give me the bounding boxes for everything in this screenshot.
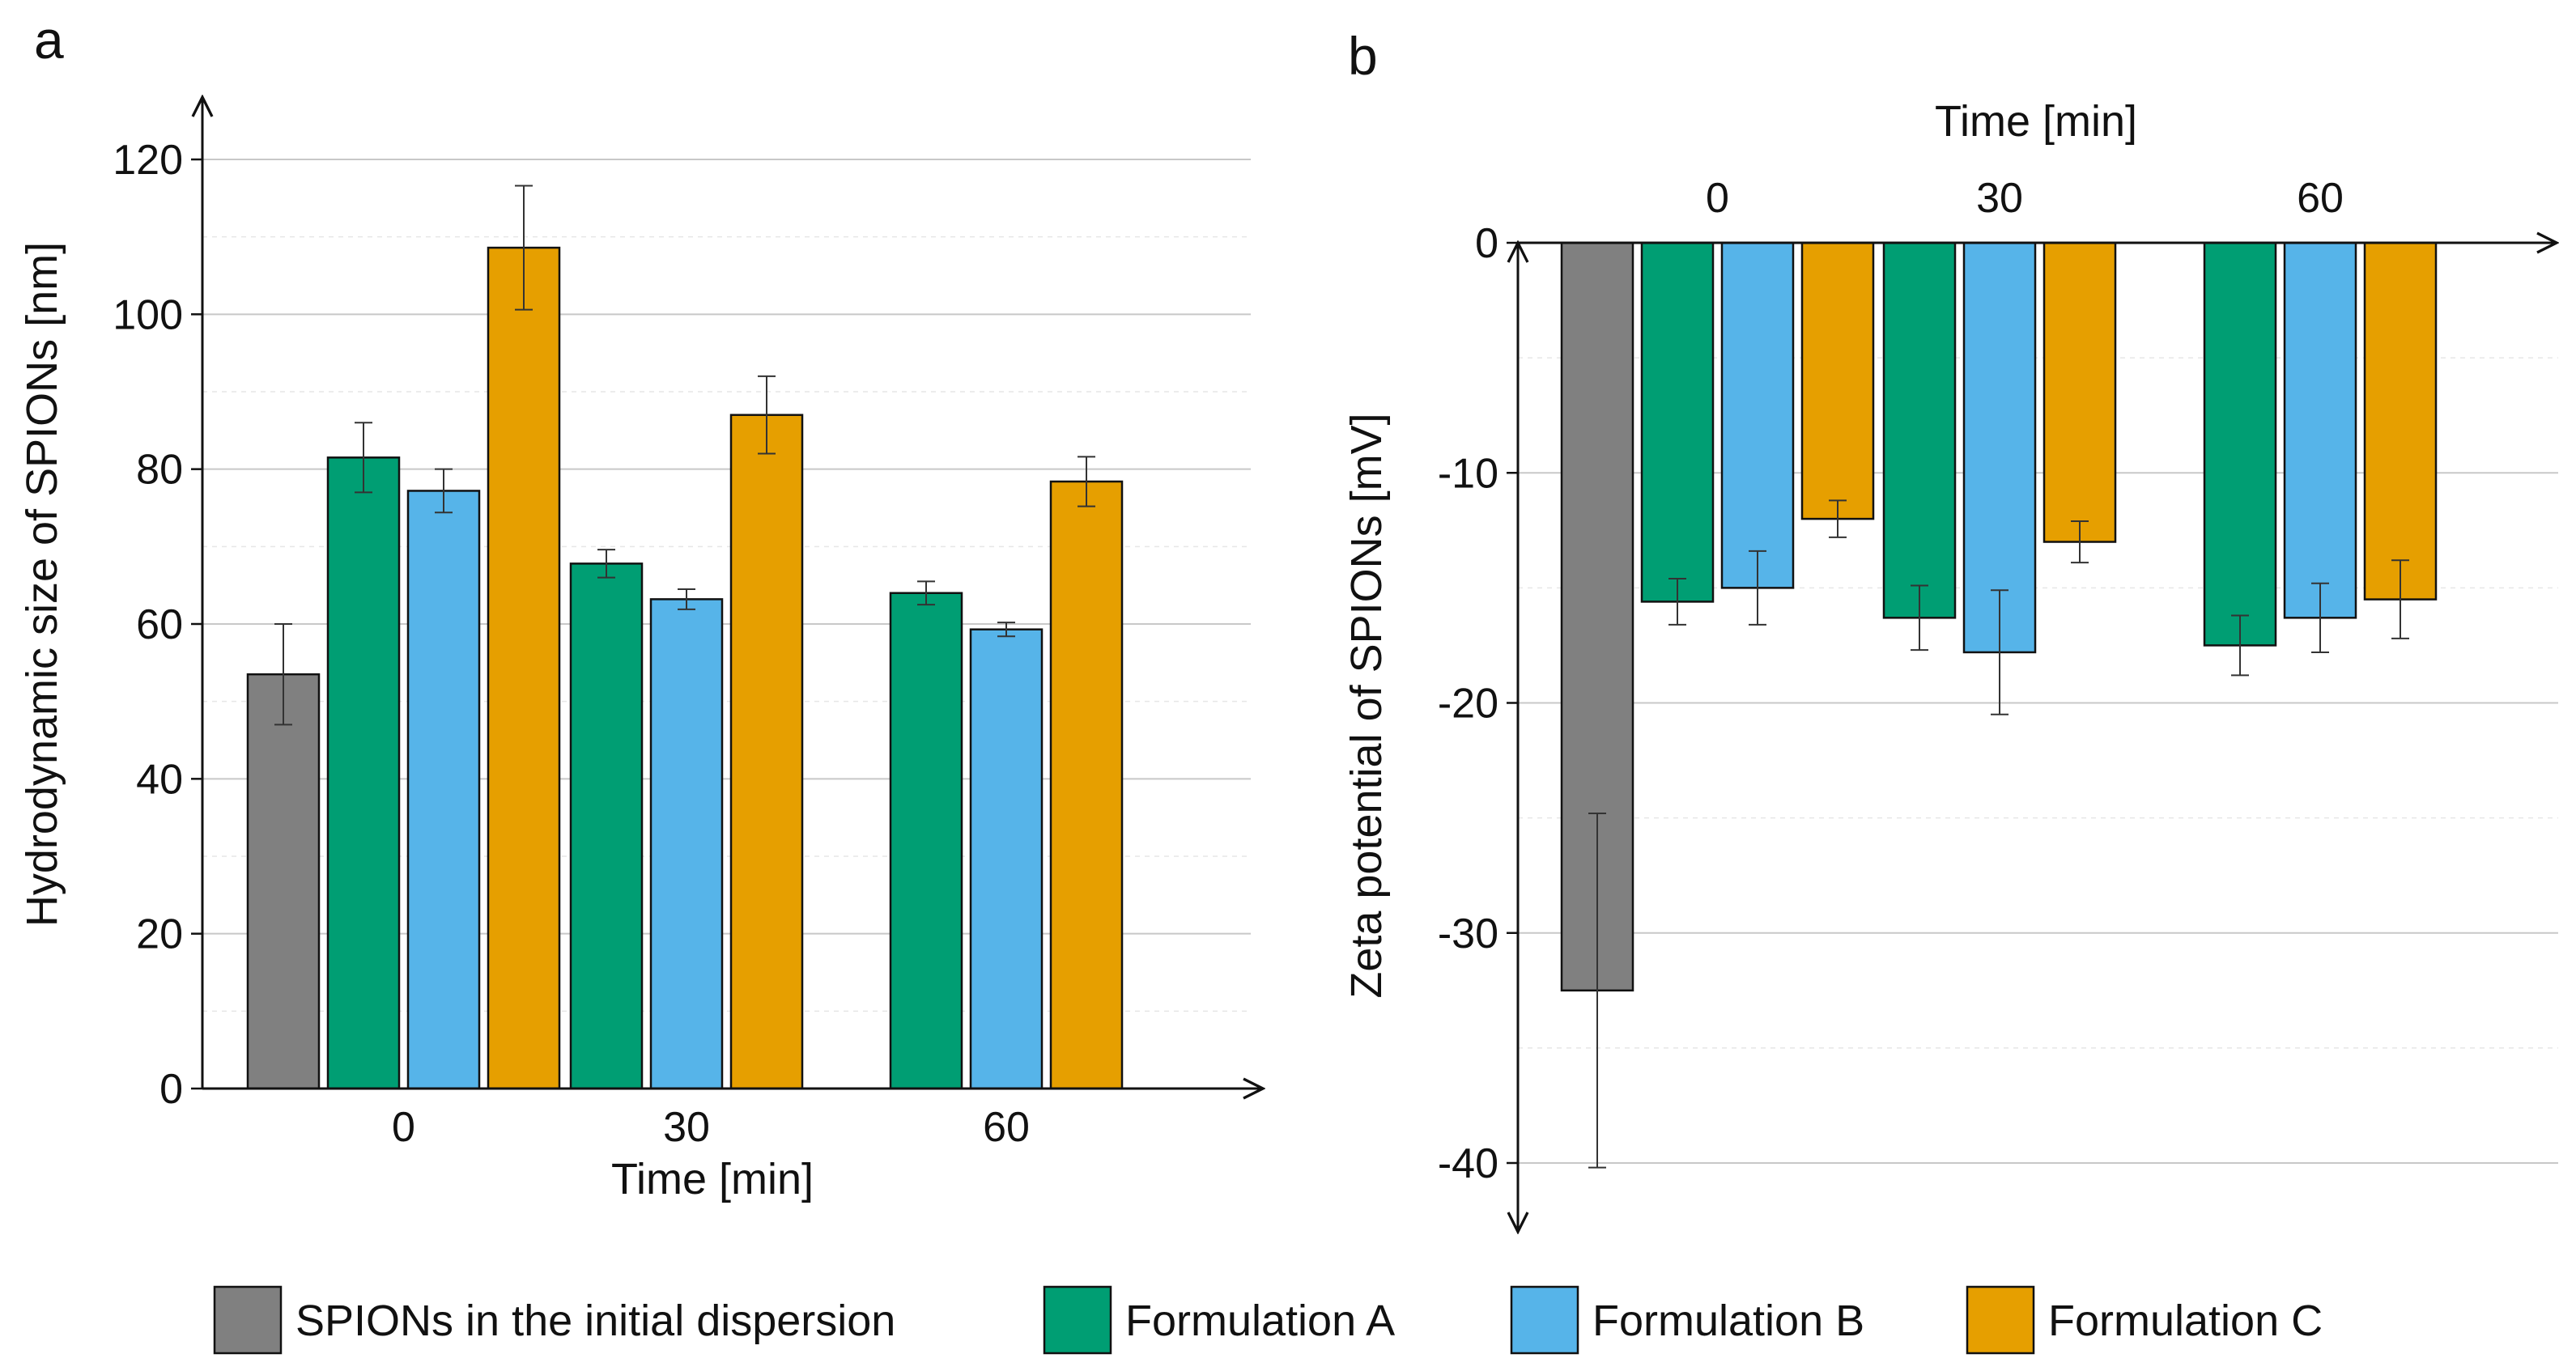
legend-swatch-formulation-c xyxy=(1966,1285,2035,1355)
bar-a-formulation-b-30 xyxy=(649,598,724,1090)
x-axis-title-a: Time [min] xyxy=(611,1155,814,1203)
x-tick-labels-b: 0 30 60 xyxy=(1706,175,2344,222)
y-tick-label-b-4: -40 xyxy=(1438,1140,1498,1187)
bar-a-formulation-a-0 xyxy=(326,456,401,1090)
y-tick-label-b-3: -30 xyxy=(1438,910,1498,957)
legend-item-formulation-b: Formulation B xyxy=(1510,1285,1864,1355)
bar-b-formulation-c-60 xyxy=(2363,241,2438,601)
legend-swatch-formulation-b xyxy=(1510,1285,1579,1355)
y-tick-label-a-3: 60 xyxy=(136,601,183,648)
bar-a-formulation-b-0 xyxy=(406,490,481,1090)
x-tick-label-a-0: 0 xyxy=(392,1104,415,1151)
bar-a-formulation-a-30 xyxy=(569,562,644,1090)
y-tick-label-b-1: -10 xyxy=(1438,450,1498,497)
x-tick-label-b-60: 60 xyxy=(2297,175,2344,222)
y-tick-label-b-0: 0 xyxy=(1475,220,1498,267)
x-tick-label-a-30: 30 xyxy=(663,1104,710,1151)
legend-label-initial: SPIONs in the initial dispersion xyxy=(295,1297,895,1345)
panel-a-label: a xyxy=(34,10,64,70)
y-tick-label-a-1: 20 xyxy=(136,911,183,958)
bar-b-formulation-a-60 xyxy=(2203,241,2277,647)
bar-b-formulation-b-60 xyxy=(2283,241,2357,619)
panel-b-label: b xyxy=(1348,26,1378,86)
chart-panel-b: b Time [min] Zeta potential of SPIONs [m… xyxy=(1342,26,2558,1232)
y-tick-label-a-4: 80 xyxy=(136,447,183,494)
y-axis-title-b: Zeta potential of SPIONs [mV] xyxy=(1342,413,1391,998)
y-tick-labels-a: 0 20 40 60 80 100 120 xyxy=(113,137,183,1113)
bar-a-formulation-c-60 xyxy=(1049,480,1124,1090)
bar-b-formulation-b-30 xyxy=(1962,241,2037,654)
x-tick-label-a-60: 60 xyxy=(983,1104,1030,1151)
y-tick-label-a-0: 0 xyxy=(159,1066,183,1113)
legend: SPIONs in the initial dispersion Formula… xyxy=(213,1285,2323,1355)
x-tick-label-b-0: 0 xyxy=(1706,175,1729,222)
bar-b-formulation-a-30 xyxy=(1882,241,1957,619)
y-tick-label-a-2: 40 xyxy=(136,756,183,803)
y-tick-labels-b: 0 -10 -20 -30 -40 xyxy=(1438,220,1498,1187)
bar-a-formulation-c-0 xyxy=(487,246,561,1090)
y-tick-label-b-2: -20 xyxy=(1438,681,1498,728)
legend-label-formulation-a: Formulation A xyxy=(1125,1297,1395,1345)
legend-item-initial: SPIONs in the initial dispersion xyxy=(213,1285,895,1355)
bar-a-formulation-c-30 xyxy=(729,414,804,1090)
y-axis-title-a: Hydrodynamic size of SPIONs [nm] xyxy=(18,242,66,927)
legend-label-formulation-b: Formulation B xyxy=(1592,1297,1864,1345)
x-tick-label-b-30: 30 xyxy=(1976,175,2023,222)
bar-a-formulation-a-60 xyxy=(889,592,963,1090)
legend-label-formulation-c: Formulation C xyxy=(2048,1297,2323,1345)
x-axis-title-b: Time [min] xyxy=(1935,97,2137,146)
bar-a-formulation-b-60 xyxy=(969,628,1044,1090)
bar-a-spions-in-the-initial-dispersion-0 xyxy=(246,673,321,1090)
bar-b-formulation-b-0 xyxy=(1720,241,1795,589)
bar-b-formulation-c-0 xyxy=(1800,241,1875,520)
legend-swatch-initial xyxy=(213,1285,283,1355)
y-tick-label-a-5: 100 xyxy=(113,291,183,338)
y-tick-label-a-6: 120 xyxy=(113,137,183,184)
bar-b-formulation-c-30 xyxy=(2043,241,2117,543)
bars-b xyxy=(1560,241,2438,1169)
legend-swatch-formulation-a xyxy=(1043,1285,1112,1355)
bar-b-formulation-a-0 xyxy=(1640,241,1715,603)
x-tick-labels-a: 0 30 60 xyxy=(392,1104,1030,1151)
legend-item-formulation-a: Formulation A xyxy=(1043,1285,1395,1355)
chart-panel-a: a Hydrodynamic size of SPIONs [nm] Time … xyxy=(18,10,1263,1203)
legend-item-formulation-c: Formulation C xyxy=(1966,1285,2323,1355)
bars-a xyxy=(246,185,1124,1090)
